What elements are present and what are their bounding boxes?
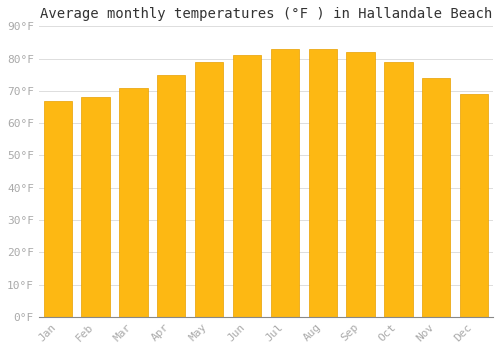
Bar xyxy=(44,100,72,317)
Title: Average monthly temperatures (°F ) in Hallandale Beach: Average monthly temperatures (°F ) in Ha… xyxy=(40,7,492,21)
Bar xyxy=(308,49,337,317)
Bar xyxy=(195,62,224,317)
Bar xyxy=(157,75,186,317)
Bar xyxy=(460,94,488,317)
Bar xyxy=(233,55,261,317)
Bar xyxy=(346,52,375,317)
Bar xyxy=(384,62,412,317)
Bar xyxy=(270,49,299,317)
Bar xyxy=(422,78,450,317)
Bar xyxy=(82,97,110,317)
Bar xyxy=(119,88,148,317)
